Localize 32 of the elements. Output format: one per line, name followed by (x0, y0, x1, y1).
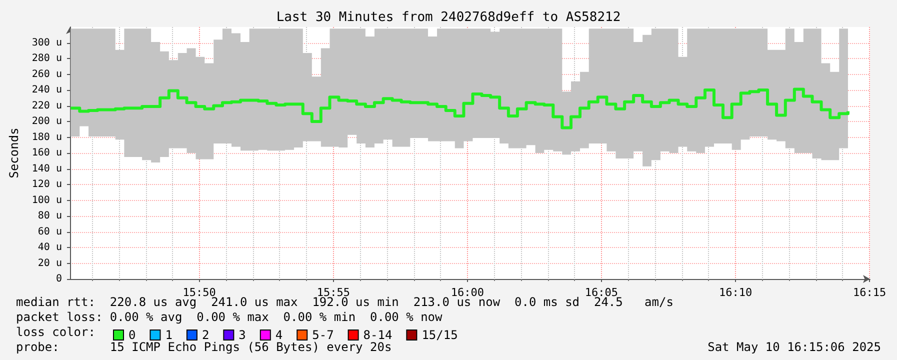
y-tick-label: 300 u (32, 37, 62, 48)
legend-label: 15/15 (422, 328, 458, 342)
text: Sat May 10 16:15:06 2025 (708, 340, 881, 354)
chart-title: Last 30 Minutes from 2402768d9eff to AS58212 (276, 10, 621, 25)
legend-label: 1 (165, 328, 172, 342)
legend-label: 5-7 (312, 328, 334, 342)
y-tick-label: 40 u (38, 242, 62, 253)
y-tick-label: 100 u (32, 194, 62, 206)
y-tick-label: 80 u (38, 210, 62, 222)
y-tick-label: 120 u (32, 179, 62, 190)
y-tick-label: 220 u (32, 100, 62, 112)
legend-label: 8-14 (363, 328, 392, 342)
y-tick-label: 260 u (32, 68, 62, 80)
x-tick-label: 16:15 (852, 286, 886, 299)
text: packet loss: 0.00 % avg 0.00 % max 0.00 % min 0.00 % now (16, 310, 444, 324)
y-tick-label: 200 u (32, 116, 62, 127)
y-tick-label: 160 u (32, 148, 62, 158)
legend-label: 0 (128, 328, 136, 342)
y-tick-label: 140 u (32, 163, 62, 174)
text: loss color: (16, 325, 96, 339)
text: probe: 15 ICMP Echo Pings (56 Bytes) every 20s (16, 340, 392, 354)
legend-label: 3 (238, 328, 246, 342)
legend-label: 2 (202, 328, 210, 342)
y-tick-label: 240 u (32, 84, 62, 96)
legend-label: 4 (275, 328, 283, 342)
y-tick-label: 20 u (38, 258, 62, 269)
y-axis-title: Seconds (7, 128, 21, 178)
y-tick-label: 0 (56, 274, 62, 284)
y-tick-label: 60 u (38, 226, 62, 238)
x-tick-label: 16:10 (718, 286, 752, 299)
y-tick-label: 280 u (32, 53, 62, 64)
y-tick-label: 180 u (32, 132, 62, 143)
